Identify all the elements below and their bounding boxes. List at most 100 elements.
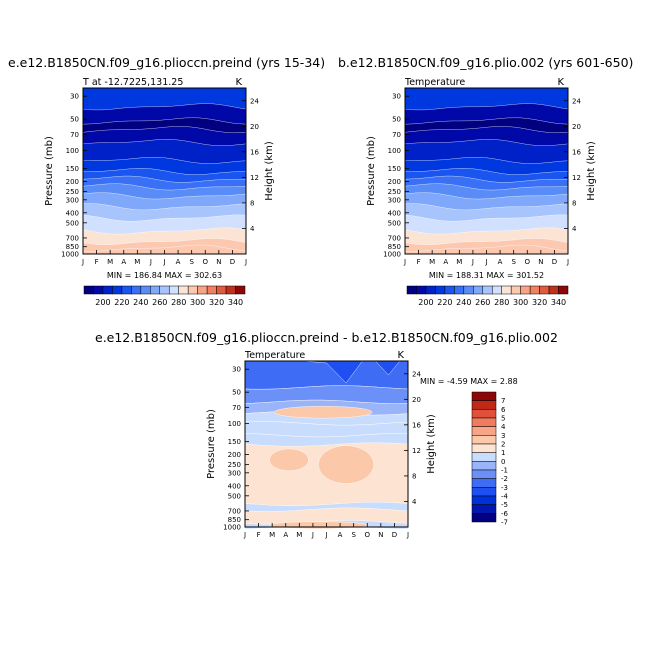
x-tick-label: J — [566, 258, 569, 266]
x-tick-label: J — [324, 531, 327, 539]
colorbar-swatch — [112, 285, 123, 295]
colorbar-swatch — [83, 285, 94, 295]
colorbar-label: 300 — [190, 298, 205, 307]
colorbar-swatch — [471, 452, 497, 462]
x-tick-label: J — [244, 258, 247, 266]
y-tick-label: 50 — [392, 116, 401, 124]
y-right-tick-label: 20 — [412, 396, 421, 404]
x-tick-label: J — [243, 531, 246, 539]
colorbar-label: -4 — [501, 493, 509, 501]
colorbar-swatch — [454, 285, 465, 295]
colorbar-label: 3 — [501, 432, 505, 440]
colorbar-label: 220 — [437, 298, 452, 307]
units-label: K — [557, 77, 564, 88]
x-tick-label: A — [443, 258, 448, 266]
colorbar-swatch — [471, 400, 497, 410]
y-right-tick-label: 24 — [572, 97, 581, 105]
colorbar-swatch — [93, 285, 104, 295]
colorbar-swatch — [539, 285, 550, 295]
x-tick-label: A — [121, 258, 126, 266]
y-tick-label: 300 — [228, 469, 241, 477]
x-tick-label: A — [176, 258, 181, 266]
y-axis-label: Pressure (mb) — [44, 136, 55, 206]
y-right-axis-label: Height (km) — [586, 141, 597, 201]
colorbar-swatch — [471, 426, 497, 436]
y-right-tick-label: 16 — [572, 148, 581, 156]
y-right-tick-label: 20 — [572, 123, 581, 131]
y-right-axis-label: Height (km) — [426, 414, 437, 474]
colorbar-swatch — [471, 469, 497, 479]
colorbar-swatch — [187, 285, 198, 295]
colorbar-label: 5 — [501, 415, 505, 423]
colorbar-label: -2 — [501, 475, 508, 483]
x-tick-label: O — [202, 258, 208, 266]
y-tick-label: 200 — [228, 451, 241, 459]
x-tick-label: J — [311, 531, 314, 539]
colorbar-swatch — [150, 285, 161, 295]
y-tick-label: 100 — [388, 147, 401, 155]
colorbar-label: 340 — [228, 298, 243, 307]
colorbar-swatch — [235, 285, 246, 295]
colorbar-swatch — [548, 285, 559, 295]
colorbar-swatch — [558, 285, 569, 295]
colorbar-swatch — [471, 513, 497, 523]
colorbar-swatch — [510, 285, 521, 295]
y-right-tick-label: 24 — [412, 370, 421, 378]
colorbar-label: 240 — [456, 298, 471, 307]
y-tick-label: 70 — [70, 131, 79, 139]
colorbar-swatch — [216, 285, 227, 295]
min-max-label: MIN = 186.84 MAX = 302.63 — [107, 271, 222, 280]
colorbar-label: 220 — [114, 298, 129, 307]
y-tick-label: 700 — [228, 507, 241, 515]
y-tick-label: 500 — [66, 219, 79, 227]
colorbar-label: 1 — [501, 449, 505, 457]
y-right-tick-label: 8 — [250, 199, 254, 207]
colorbar-label: 280 — [494, 298, 509, 307]
colorbar-label: 200 — [418, 298, 433, 307]
y-tick-label: 400 — [388, 209, 401, 217]
colorbar-swatch — [416, 285, 427, 295]
colorbar-label: 2 — [501, 441, 505, 449]
colorbar-label: -3 — [501, 484, 508, 492]
y-tick-label: 850 — [388, 243, 401, 251]
colorbar-swatch — [435, 285, 446, 295]
x-tick-label: D — [230, 258, 235, 266]
y-axis-label: Pressure (mb) — [206, 409, 217, 479]
x-tick-label: J — [149, 258, 152, 266]
colorbar-label: -5 — [501, 501, 508, 509]
colorbar-label: 260 — [475, 298, 490, 307]
x-tick-label: A — [338, 531, 343, 539]
colorbar-swatch — [197, 285, 208, 295]
colorbar-label: 7 — [501, 397, 505, 405]
y-tick-label: 300 — [388, 196, 401, 204]
colorbar-label: -1 — [501, 467, 508, 475]
colorbar-label: -7 — [501, 519, 508, 527]
x-tick-label: F — [95, 258, 99, 266]
x-tick-label: S — [351, 531, 356, 539]
colorbar-swatch — [471, 391, 497, 401]
y-tick-label: 250 — [66, 188, 79, 196]
y-right-tick-label: 20 — [250, 123, 259, 131]
colorbar-swatch — [471, 504, 497, 514]
y-right-tick-label: 8 — [572, 199, 576, 207]
y-tick-label: 300 — [66, 196, 79, 204]
x-tick-label: M — [429, 258, 435, 266]
y-tick-label: 700 — [66, 234, 79, 242]
colorbar-swatch — [471, 461, 497, 471]
y-right-tick-label: 16 — [250, 148, 259, 156]
y-right-axis-label: Height (km) — [264, 141, 275, 201]
colorbar-label: 300 — [513, 298, 528, 307]
colorbar-swatch — [225, 285, 236, 295]
panel2-title: b.e12.B1850CN.f09_g16.plio.002 (yrs 601-… — [338, 55, 634, 70]
min-max-label: MIN = 188.31 MAX = 301.52 — [429, 271, 544, 280]
y-tick-label: 200 — [388, 178, 401, 186]
colorbar-swatch — [471, 443, 497, 453]
x-tick-label: M — [296, 531, 302, 539]
y-tick-label: 30 — [70, 93, 79, 101]
colorbar-label: 320 — [209, 298, 224, 307]
colorbar-swatch — [520, 285, 531, 295]
colorbar-label: -6 — [501, 510, 509, 518]
colorbar-swatch — [501, 285, 512, 295]
colorbar-label: 260 — [152, 298, 167, 307]
y-tick-label: 150 — [388, 165, 401, 173]
